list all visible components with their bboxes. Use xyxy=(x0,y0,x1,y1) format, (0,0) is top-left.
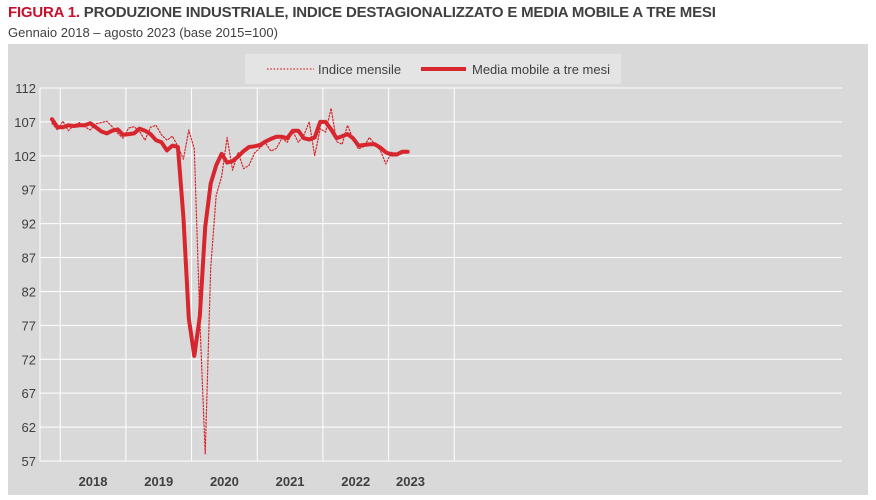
grid-layer xyxy=(39,87,842,462)
legend-label-indice: Indice mensile xyxy=(318,62,401,77)
y-tick-label: 87 xyxy=(22,251,36,266)
y-tick-label: 62 xyxy=(22,420,36,435)
series-line-media-mobile xyxy=(50,117,410,358)
figure-label: FIGURA 1. xyxy=(8,4,80,21)
series-line-indice-mensile xyxy=(51,107,403,455)
y-tick-label: 77 xyxy=(22,318,36,333)
y-tick-label: 97 xyxy=(22,183,36,198)
chart-subtitle: Gennaio 2018 – agosto 2023 (base 2015=10… xyxy=(8,25,278,40)
x-axis: 2018 2019 2020 2021 2022 2023 xyxy=(79,474,425,489)
x-tick-label: 2018 xyxy=(79,474,108,489)
x-tick-label: 2023 xyxy=(396,474,425,489)
y-tick-label: 82 xyxy=(22,284,36,299)
y-tick-label: 112 xyxy=(15,81,36,96)
y-tick-label: 57 xyxy=(22,454,36,469)
y-tick-label: 107 xyxy=(14,115,36,130)
x-tick-label: 2022 xyxy=(341,474,370,489)
x-tick-label: 2021 xyxy=(276,474,305,489)
legend-label-media: Media mobile a tre mesi xyxy=(472,62,610,77)
y-tick-label: 92 xyxy=(22,217,36,232)
plot-panel xyxy=(8,44,868,495)
x-tick-label: 2020 xyxy=(210,474,239,489)
y-tick-label: 72 xyxy=(22,352,36,367)
legend: Indice mensile Media mobile a tre mesi xyxy=(245,54,621,84)
y-axis: 112 107 102 97 92 87 82 77 72 67 62 57 xyxy=(14,81,36,469)
y-tick-label: 67 xyxy=(22,386,36,401)
x-tick-label: 2019 xyxy=(144,474,173,489)
chart-title-text: PRODUZIONE INDUSTRIALE, INDICE DESTAGION… xyxy=(83,4,716,21)
y-tick-label: 102 xyxy=(14,149,36,164)
series-layer xyxy=(50,107,410,455)
chart-title: FIGURA 1. PRODUZIONE INDUSTRIALE, INDICE… xyxy=(8,4,716,21)
